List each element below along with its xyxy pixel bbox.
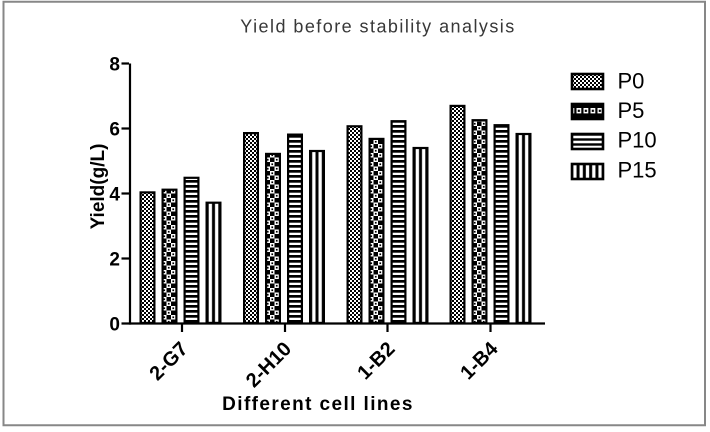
svg-text:2: 2 bbox=[109, 249, 120, 270]
svg-text:4: 4 bbox=[109, 184, 120, 205]
svg-text:6: 6 bbox=[109, 119, 120, 140]
svg-text:P5: P5 bbox=[618, 98, 645, 123]
svg-text:P0: P0 bbox=[618, 69, 645, 94]
svg-text:2-G7: 2-G7 bbox=[146, 338, 193, 385]
svg-text:Different cell lines: Different cell lines bbox=[222, 394, 414, 415]
svg-text:0: 0 bbox=[109, 314, 120, 335]
svg-text:1-B4: 1-B4 bbox=[456, 337, 503, 384]
svg-text:P10: P10 bbox=[618, 128, 657, 153]
svg-text:P15: P15 bbox=[618, 157, 657, 182]
svg-text:Yield before stability analysi: Yield before stability analysis bbox=[240, 17, 515, 37]
svg-text:1-B2: 1-B2 bbox=[353, 338, 399, 384]
svg-text:Yield(g/L): Yield(g/L) bbox=[88, 144, 109, 230]
svg-text:2-H10: 2-H10 bbox=[242, 338, 296, 392]
svg-text:8: 8 bbox=[109, 54, 120, 75]
